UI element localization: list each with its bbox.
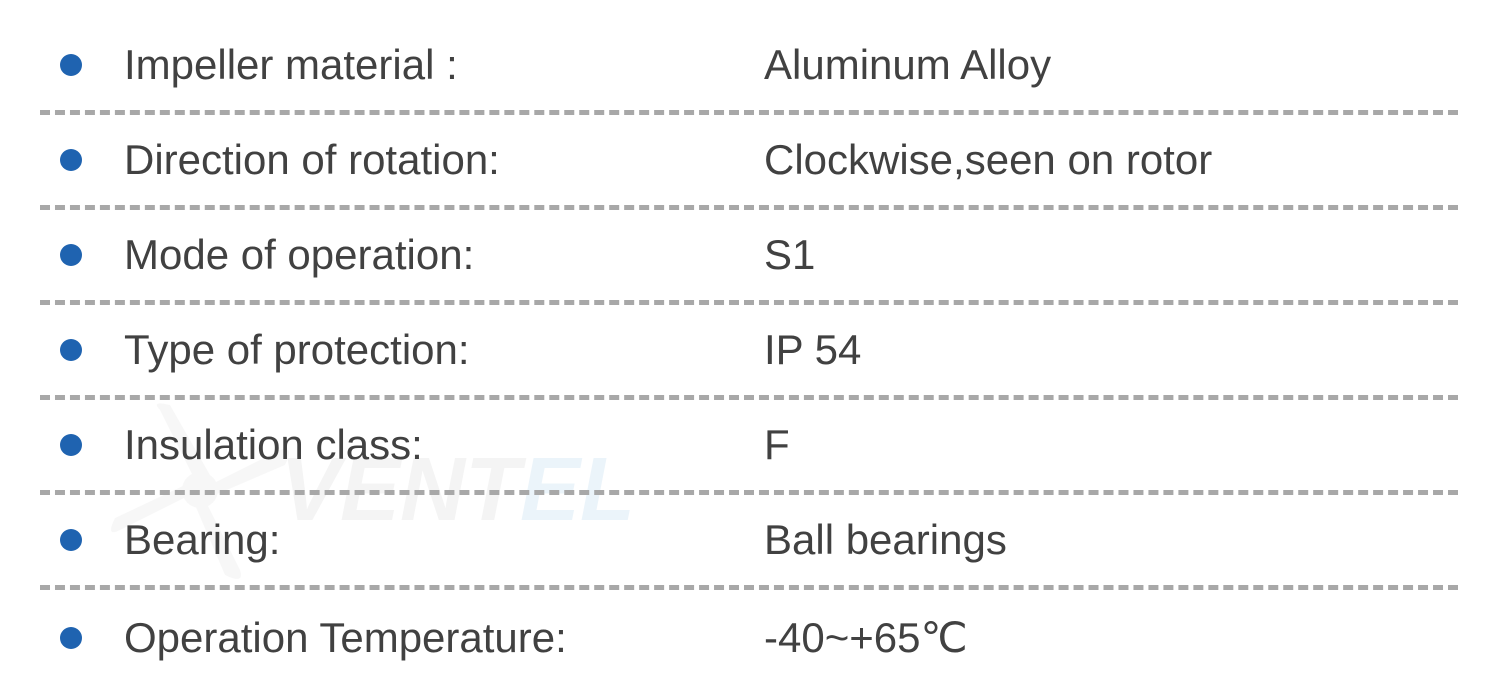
spec-label: Operation Temperature: — [124, 614, 764, 662]
spec-row-bearing: Bearing: Ball bearings — [40, 495, 1458, 590]
spec-label: Type of protection: — [124, 326, 764, 374]
spec-value: Ball bearings — [764, 516, 1007, 564]
spec-label: Direction of rotation: — [124, 136, 764, 184]
bullet-icon — [60, 529, 82, 551]
spec-label: Impeller material : — [124, 41, 764, 89]
bullet-icon — [60, 339, 82, 361]
spec-row-impeller-material: Impeller material : Aluminum Alloy — [40, 20, 1458, 115]
bullet-icon — [60, 244, 82, 266]
spec-row-direction-rotation: Direction of rotation: Clockwise,seen on… — [40, 115, 1458, 210]
bullet-icon — [60, 149, 82, 171]
spec-row-operation-temperature: Operation Temperature: -40~+65℃ — [40, 590, 1458, 685]
spec-value: IP 54 — [764, 326, 861, 374]
bullet-icon — [60, 627, 82, 649]
spec-row-mode-operation: Mode of operation: S1 — [40, 210, 1458, 305]
spec-label: Bearing: — [124, 516, 764, 564]
spec-value: F — [764, 421, 790, 469]
spec-value: Aluminum Alloy — [764, 41, 1051, 89]
bullet-icon — [60, 434, 82, 456]
spec-value: S1 — [764, 231, 815, 279]
spec-row-type-protection: Type of protection: IP 54 — [40, 305, 1458, 400]
spec-label: Insulation class: — [124, 421, 764, 469]
spec-list: Impeller material : Aluminum Alloy Direc… — [0, 0, 1498, 685]
spec-value: Clockwise,seen on rotor — [764, 136, 1212, 184]
spec-row-insulation-class: Insulation class: F — [40, 400, 1458, 495]
spec-label: Mode of operation: — [124, 231, 764, 279]
bullet-icon — [60, 54, 82, 76]
spec-value: -40~+65℃ — [764, 613, 968, 662]
